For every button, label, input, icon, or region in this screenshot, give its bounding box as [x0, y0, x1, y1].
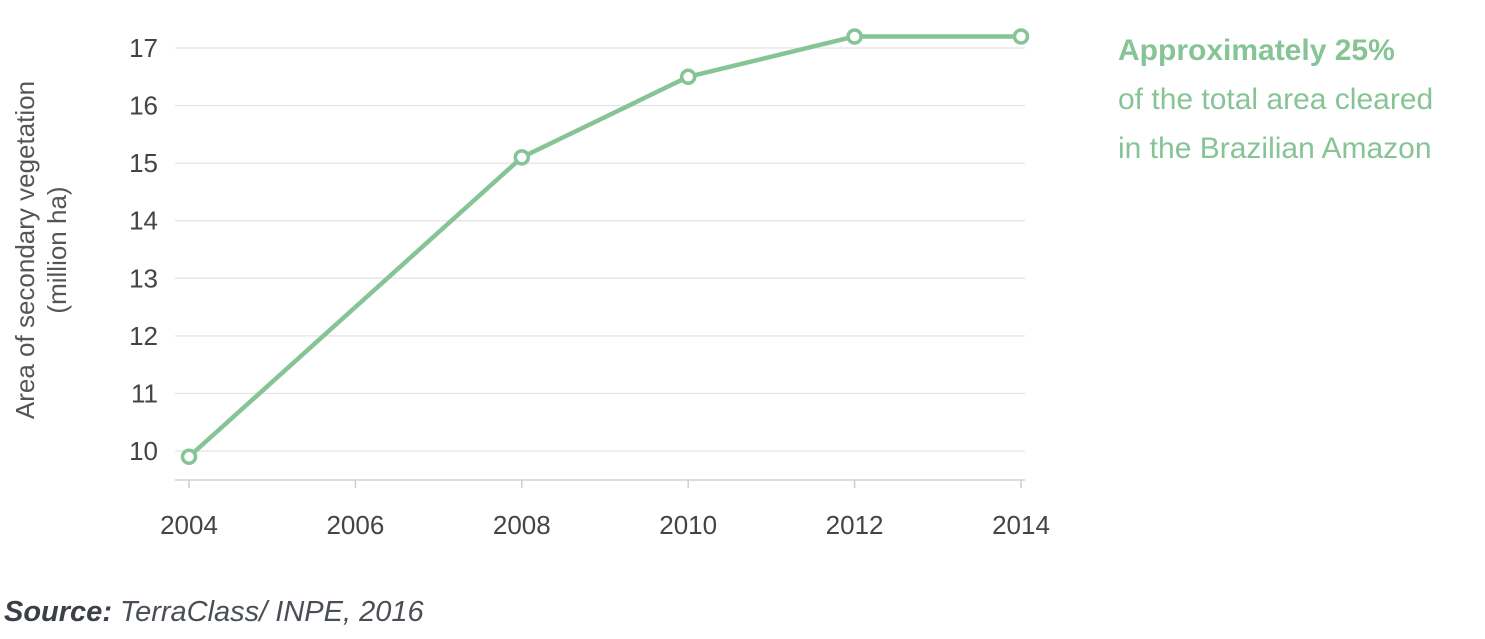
source-label: Source:: [4, 596, 112, 628]
x-tick-label: 2006: [326, 510, 384, 540]
y-tick-label: 13: [129, 263, 158, 293]
y-tick-label: 15: [129, 148, 158, 178]
y-tick-label: 12: [129, 321, 158, 351]
x-tick-label: 2010: [659, 510, 717, 540]
y-tick-label: 14: [129, 206, 158, 236]
annotation-highlight: Approximately 25%: [1118, 34, 1395, 67]
source-text: TerraClass/ INPE, 2016: [111, 596, 424, 628]
gridlines: [175, 47, 1025, 452]
data-point: [846, 28, 863, 45]
y-axis-title-line1: Area of secondary vegetation: [10, 81, 40, 419]
annotation-line-3: in the Brazilian Amazon: [1118, 132, 1432, 165]
annotation: Approximately 25% of the total area clea…: [1118, 26, 1478, 173]
x-tick-label: 2014: [992, 510, 1050, 540]
line-chart: 2004 2006 2008 2010 2012 2014 101112131415161…: [10, 28, 1050, 540]
y-tick-label: 17: [129, 33, 158, 63]
plot-area: [180, 28, 1030, 466]
x-axis: 2004 2006 2008 2010 2012 2014: [160, 479, 1050, 540]
y-tick-label: 10: [129, 436, 158, 466]
y-tick-label: 16: [129, 91, 158, 121]
source-note: Source: TerraClass/ INPE, 2016: [4, 596, 424, 629]
y-axis-title-line2: (million ha): [42, 186, 72, 313]
x-tick-label: 2008: [493, 510, 551, 540]
data-point: [1012, 28, 1030, 45]
annotation-line-2: of the total area cleared: [1118, 83, 1434, 116]
y-tick-label: 11: [131, 378, 158, 408]
data-point: [679, 68, 697, 86]
data-point: [180, 448, 198, 466]
x-tick-label: 2012: [826, 510, 884, 540]
y-axis: 10 11 12 13 14 15 16 17: [129, 33, 158, 466]
x-tick-label: 2004: [160, 510, 218, 540]
data-point: [513, 149, 531, 166]
